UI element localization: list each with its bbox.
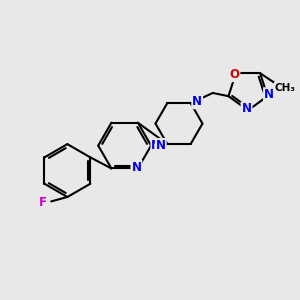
Text: CH₃: CH₃ [274,83,296,93]
Text: N: N [192,95,202,108]
Text: O: O [230,68,239,81]
Text: N: N [264,88,274,101]
Text: N: N [156,139,166,152]
Text: N: N [152,139,161,152]
Text: N: N [242,102,251,116]
Text: F: F [39,196,47,209]
Text: N: N [131,160,141,173]
